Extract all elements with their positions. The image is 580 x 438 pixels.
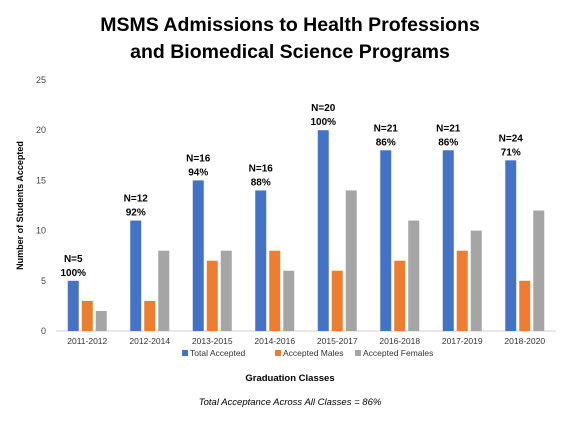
bar-total-accepted	[505, 160, 517, 331]
y-tick-label: 10	[36, 226, 46, 236]
annotation-percent: 100%	[310, 117, 336, 128]
bar-accepted-males	[456, 250, 468, 331]
x-tick-label: 2011-2012	[67, 336, 107, 346]
legend-swatch-accepted-females	[355, 350, 361, 356]
bar-accepted-males	[331, 270, 343, 331]
bar-accepted-males	[269, 250, 281, 331]
annotation-percent: 100%	[60, 268, 86, 279]
bar-total-accepted	[317, 130, 329, 331]
bar-total-accepted	[130, 220, 142, 331]
x-tick-label: 2012-2014	[129, 336, 170, 346]
annotation-count: N=21	[436, 123, 461, 134]
y-tick-label: 5	[41, 276, 46, 286]
bar-accepted-females	[95, 310, 107, 331]
bar-accepted-males	[394, 260, 406, 331]
bar-accepted-females	[533, 210, 545, 331]
legend-label-accepted-males: Accepted Males	[283, 348, 343, 358]
bar-accepted-males	[206, 260, 218, 331]
bar-total-accepted	[192, 180, 204, 331]
annotation-percent: 94%	[188, 167, 208, 178]
x-axis-title: Graduation Classes	[245, 373, 334, 384]
annotation-count: N=20	[311, 103, 336, 114]
annotation-count: N=16	[249, 163, 274, 174]
x-tick-label: 2016-2018	[379, 336, 420, 346]
bar-accepted-males	[81, 300, 93, 331]
bar-accepted-females	[220, 250, 232, 331]
x-tick-label: 2013-2015	[192, 336, 233, 346]
legend-label-accepted-females: Accepted Females	[363, 348, 433, 358]
footnote: Total Acceptance Across All Classes = 86…	[198, 397, 382, 408]
chart-title-line-2: and Biomedical Science Programs	[130, 41, 450, 63]
legend-label-total-accepted: Total Accepted	[190, 348, 246, 358]
y-tick-label: 15	[36, 175, 46, 185]
legend-swatch-total-accepted	[182, 350, 188, 356]
bar-accepted-females	[345, 190, 357, 331]
annotation-percent: 92%	[126, 208, 146, 219]
y-tick-label: 0	[41, 326, 46, 336]
bar-accepted-males	[144, 300, 156, 331]
bar-accepted-females	[470, 230, 482, 331]
bar-accepted-females	[158, 250, 170, 331]
x-tick-label: 2018-2020	[504, 336, 545, 346]
chart-title: MSMS Admissions to Health Professions an…	[0, 12, 580, 66]
annotation-count: N=12	[124, 194, 149, 205]
bar-total-accepted	[67, 280, 79, 331]
x-tick-label: 2014-2016	[254, 336, 295, 346]
bar-accepted-males	[519, 280, 531, 331]
annotation-count: N=5	[64, 254, 83, 265]
bar-total-accepted	[442, 150, 454, 331]
x-tick-label: 2015-2017	[317, 336, 358, 346]
bar-accepted-females	[408, 220, 420, 331]
legend-swatch-accepted-males	[275, 350, 281, 356]
x-tick-label: 2017-2019	[442, 336, 483, 346]
bar-accepted-females	[283, 270, 295, 331]
y-tick-label: 25	[36, 75, 46, 85]
annotation-percent: 71%	[501, 147, 521, 158]
annotation-percent: 86%	[438, 137, 458, 148]
annotation-count: N=16	[186, 153, 211, 164]
chart-title-line-1: MSMS Admissions to Health Professions	[100, 14, 480, 36]
bar-total-accepted	[255, 190, 267, 331]
annotation-percent: 88%	[251, 177, 271, 188]
bar-total-accepted	[380, 150, 392, 331]
annotation-count: N=24	[499, 133, 524, 144]
y-tick-label: 20	[36, 125, 46, 135]
annotation-count: N=21	[374, 123, 399, 134]
y-axis-title: Number of Students Accepted	[15, 141, 25, 270]
annotation-percent: 86%	[376, 137, 396, 148]
